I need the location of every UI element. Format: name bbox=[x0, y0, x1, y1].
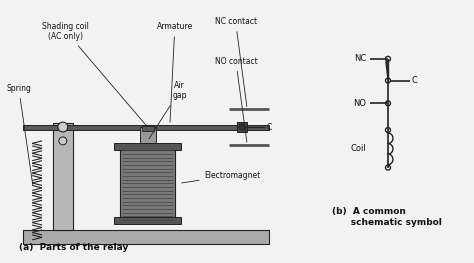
Text: Electromagnet: Electromagnet bbox=[182, 170, 261, 183]
Circle shape bbox=[385, 165, 391, 170]
Text: (a)  Parts of the relay: (a) Parts of the relay bbox=[19, 243, 128, 252]
FancyBboxPatch shape bbox=[140, 127, 155, 143]
FancyBboxPatch shape bbox=[237, 122, 247, 132]
Text: NO contact: NO contact bbox=[215, 57, 257, 142]
Circle shape bbox=[59, 137, 67, 145]
Text: NC: NC bbox=[354, 54, 366, 63]
Text: (b)  A common
      schematic symbol: (b) A common schematic symbol bbox=[332, 207, 442, 227]
FancyBboxPatch shape bbox=[53, 123, 73, 230]
Circle shape bbox=[239, 124, 245, 130]
Circle shape bbox=[385, 128, 391, 133]
Circle shape bbox=[385, 101, 391, 106]
Circle shape bbox=[385, 56, 391, 61]
FancyBboxPatch shape bbox=[114, 217, 181, 224]
Text: NO: NO bbox=[353, 99, 366, 108]
FancyBboxPatch shape bbox=[23, 125, 269, 129]
FancyBboxPatch shape bbox=[114, 143, 181, 150]
Text: Air
gap: Air gap bbox=[149, 81, 187, 139]
FancyBboxPatch shape bbox=[142, 126, 154, 131]
Text: Armature: Armature bbox=[157, 22, 193, 122]
Text: C: C bbox=[267, 123, 272, 132]
Text: Shading coil
(AC only): Shading coil (AC only) bbox=[42, 22, 146, 125]
Circle shape bbox=[385, 78, 391, 83]
Text: Coil: Coil bbox=[350, 144, 366, 153]
Circle shape bbox=[58, 122, 68, 132]
FancyBboxPatch shape bbox=[120, 145, 175, 222]
Text: C: C bbox=[412, 76, 418, 85]
Text: NC contact: NC contact bbox=[215, 17, 256, 107]
Text: Spring: Spring bbox=[6, 84, 33, 185]
FancyBboxPatch shape bbox=[23, 230, 269, 244]
